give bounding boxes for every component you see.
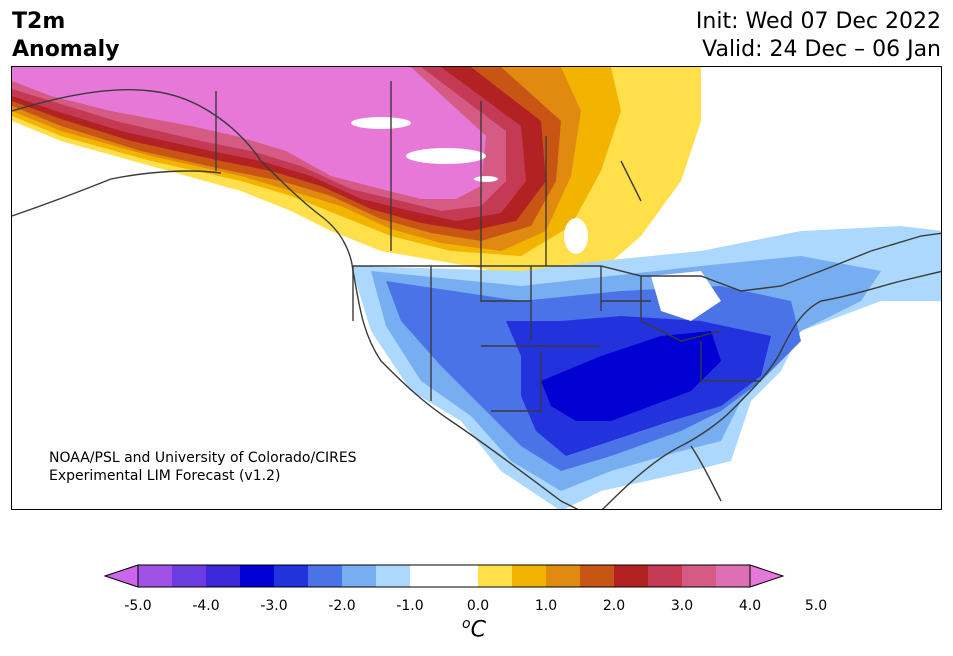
tick-label: 4.0 (738, 598, 762, 614)
colorbar-min-arrow (103, 564, 139, 588)
tick-label: -5.0 (124, 598, 152, 614)
tick-label: -4.0 (192, 598, 220, 614)
colorbar-cell (478, 565, 512, 587)
cool-anomaly-region (351, 226, 941, 509)
colorbar-cell (444, 565, 478, 587)
colorbar-cell (206, 565, 240, 587)
colorbar-cell (172, 565, 206, 587)
tick-label: 3.0 (670, 598, 694, 614)
colorbar-cells (103, 564, 785, 588)
colorbar-cell (308, 565, 342, 587)
tick-label: -2.0 (328, 598, 356, 614)
title-line-2: Anomaly (12, 37, 120, 62)
colorbar-cell (614, 565, 648, 587)
colorbar-cell (512, 565, 546, 587)
tick-label: 1.0 (534, 598, 558, 614)
colorbar (103, 564, 785, 588)
lakes (351, 117, 721, 321)
anomaly-map (11, 66, 942, 510)
tick-label: 5.0 (804, 598, 828, 614)
title-line-1: T2m (12, 9, 66, 34)
tick-label: 2.0 (602, 598, 626, 614)
colorbar-cell (240, 565, 274, 587)
colorbar-cell (648, 565, 682, 587)
credit-text: NOAA/PSL and University of Colorado/CIRE… (49, 449, 357, 485)
map-svg (12, 67, 941, 509)
tick-label: 0.0 (466, 598, 490, 614)
colorbar-cell (410, 565, 444, 587)
colorbar-cell (716, 565, 750, 587)
colorbar-frame (137, 564, 751, 588)
unit-letter: C (470, 617, 486, 643)
credit-line-2: Experimental LIM Forecast (v1.2) (49, 468, 281, 484)
date-info: Init: Wed 07 Dec 2022 Valid: 24 Dec – 06… (696, 8, 941, 64)
colorbar-cell (682, 565, 716, 587)
colorbar-max-arrow (749, 564, 785, 588)
tick-label: -3.0 (260, 598, 288, 614)
colorbar-cell (546, 565, 580, 587)
colorbar-cell (376, 565, 410, 587)
boundaries (12, 81, 941, 509)
colorbar-cell (580, 565, 614, 587)
map-title: T2m Anomaly (12, 8, 119, 64)
init-date: Init: Wed 07 Dec 2022 (695, 9, 941, 34)
valid-date: Valid: 24 Dec – 06 Jan (702, 37, 941, 62)
warm-anomaly-region (12, 67, 701, 276)
credit-line-1: NOAA/PSL and University of Colorado/CIRE… (49, 450, 357, 466)
colorbar-cell (274, 565, 308, 587)
colorbar-cell (138, 565, 172, 587)
colorbar-cell (342, 565, 376, 587)
colorbar-unit: oC (462, 616, 486, 642)
unit-degree: o (462, 616, 471, 632)
tick-label: -1.0 (396, 598, 424, 614)
